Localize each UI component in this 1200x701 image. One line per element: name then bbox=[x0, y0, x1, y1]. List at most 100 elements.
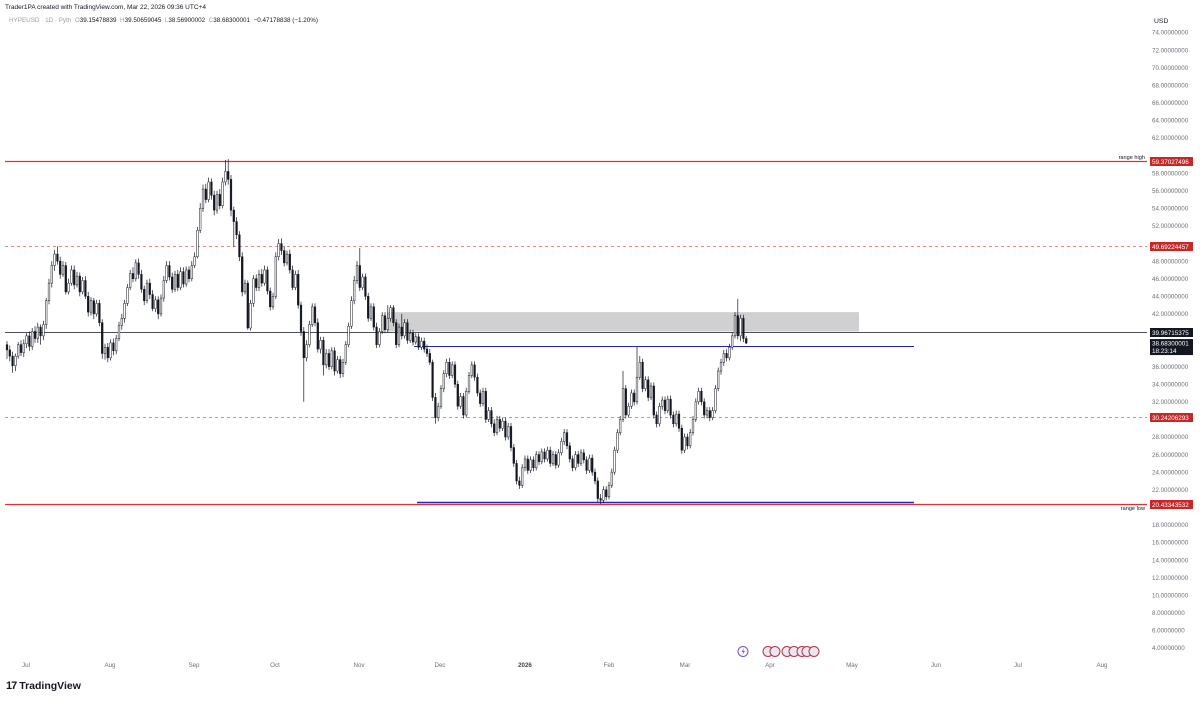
resistance-zone[interactable] bbox=[387, 312, 859, 332]
candle-body bbox=[255, 278, 258, 288]
candle bbox=[115, 334, 118, 355]
candle bbox=[137, 258, 140, 279]
candle bbox=[504, 417, 507, 441]
candle bbox=[313, 303, 317, 327]
candle-body bbox=[190, 265, 193, 279]
candle-body bbox=[47, 282, 51, 301]
candle-body bbox=[705, 410, 709, 416]
candle bbox=[501, 417, 504, 431]
candle-body bbox=[588, 457, 591, 471]
candle bbox=[577, 451, 580, 467]
candle-body bbox=[518, 480, 521, 486]
candle-body bbox=[294, 274, 297, 288]
candle-body bbox=[364, 276, 367, 297]
candle-body bbox=[453, 364, 457, 385]
candle-body bbox=[717, 370, 720, 389]
candle-body bbox=[397, 326, 401, 345]
price-badge bbox=[1150, 413, 1193, 422]
economic-events[interactable] bbox=[762, 646, 820, 657]
flag-icon[interactable] bbox=[808, 646, 820, 657]
candle bbox=[157, 296, 160, 320]
candle bbox=[255, 274, 258, 292]
candle bbox=[409, 329, 412, 343]
candle bbox=[271, 292, 275, 310]
candle bbox=[53, 249, 56, 271]
candle bbox=[711, 407, 714, 421]
candle bbox=[120, 313, 123, 330]
candle bbox=[610, 468, 613, 488]
candle bbox=[224, 160, 227, 186]
price-tick-label: 8.00000000 bbox=[1152, 610, 1185, 617]
candle bbox=[515, 459, 518, 485]
candle bbox=[414, 333, 417, 345]
candle bbox=[523, 455, 527, 472]
candle-body bbox=[148, 282, 151, 295]
candle bbox=[159, 294, 163, 317]
candle bbox=[529, 456, 532, 474]
candle-body bbox=[260, 274, 263, 284]
price-tick-label: 6.00000000 bbox=[1152, 628, 1185, 635]
candle-body bbox=[92, 300, 95, 315]
candle-body bbox=[327, 353, 331, 367]
candle bbox=[493, 419, 496, 437]
candle bbox=[630, 389, 633, 409]
candle bbox=[123, 299, 126, 323]
candle-body bbox=[277, 243, 280, 257]
candle-body bbox=[507, 426, 510, 438]
candle bbox=[607, 481, 611, 500]
candle bbox=[355, 261, 359, 284]
time-tick-label: Jun bbox=[931, 662, 942, 669]
candle-body bbox=[288, 253, 291, 271]
candle bbox=[143, 285, 146, 306]
price-tick-label: 32.00000000 bbox=[1152, 399, 1189, 406]
price-tick-label: 14.00000000 bbox=[1152, 557, 1189, 564]
candle bbox=[526, 455, 529, 474]
candle bbox=[165, 261, 168, 284]
candle bbox=[148, 278, 151, 299]
lightning-glyph bbox=[741, 648, 745, 655]
candle bbox=[36, 322, 39, 343]
candle-body bbox=[168, 265, 171, 278]
candle-body bbox=[131, 273, 135, 279]
candle bbox=[106, 342, 109, 363]
candle bbox=[582, 449, 585, 464]
candle bbox=[277, 239, 280, 261]
candle bbox=[257, 269, 261, 292]
candle bbox=[722, 349, 725, 366]
candle-body bbox=[672, 414, 675, 425]
candle bbox=[249, 299, 252, 331]
candle-body bbox=[218, 194, 221, 206]
tradingview-logo: 17 TradingView bbox=[6, 680, 81, 692]
candle-body bbox=[31, 331, 34, 347]
candle-body bbox=[112, 342, 115, 352]
candle-body bbox=[101, 322, 104, 354]
candle bbox=[199, 203, 202, 233]
candle-body bbox=[521, 467, 524, 486]
candle-body bbox=[549, 449, 552, 464]
candle-body bbox=[381, 315, 384, 332]
flag-icon[interactable] bbox=[769, 646, 781, 657]
candle-body bbox=[428, 353, 431, 363]
high-label: H bbox=[120, 17, 125, 24]
candle bbox=[641, 358, 644, 393]
candle bbox=[425, 344, 429, 357]
candle-body bbox=[25, 335, 28, 345]
candle-body bbox=[579, 452, 583, 464]
candle bbox=[574, 451, 577, 471]
candle-body bbox=[45, 300, 48, 325]
candle-body bbox=[546, 449, 549, 460]
candle bbox=[395, 319, 398, 349]
candle bbox=[708, 407, 711, 422]
candle bbox=[453, 361, 457, 388]
candle-body bbox=[316, 322, 319, 350]
events-indicator[interactable] bbox=[737, 646, 749, 657]
price-tick-label: 26.00000000 bbox=[1152, 452, 1189, 459]
candle-body bbox=[585, 459, 588, 471]
price-tick-label: 68.00000000 bbox=[1152, 82, 1189, 89]
candle-body bbox=[61, 265, 65, 275]
candle bbox=[403, 319, 406, 339]
candle bbox=[61, 261, 65, 277]
candle bbox=[179, 267, 182, 291]
candle-body bbox=[647, 379, 650, 398]
